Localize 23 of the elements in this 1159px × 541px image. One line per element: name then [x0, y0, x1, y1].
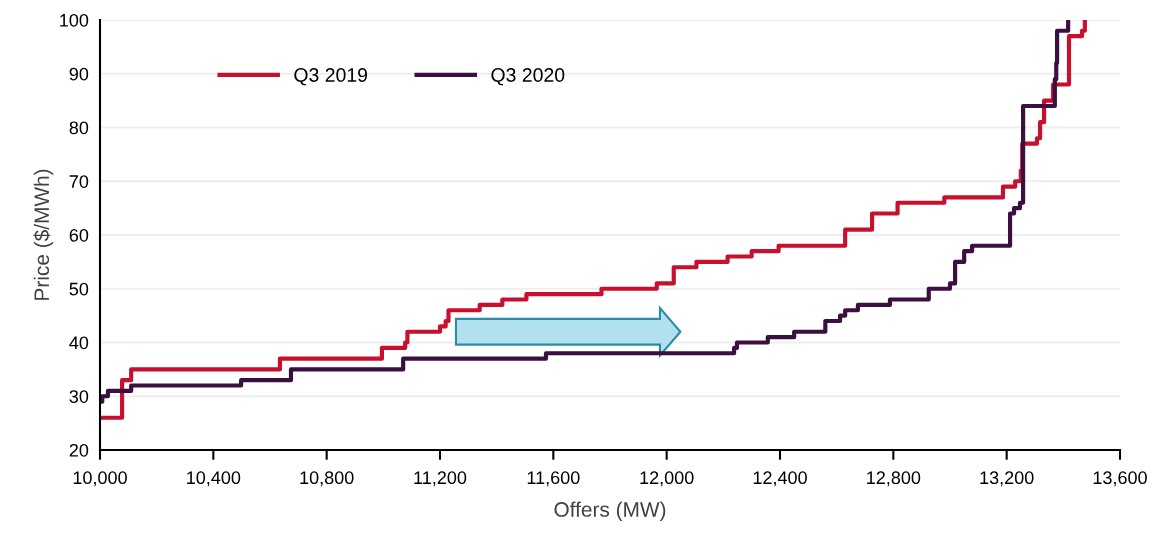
- legend-label: Q3 2020: [491, 68, 565, 86]
- y-tick-label: 80: [69, 121, 89, 135]
- y-tick-label: 20: [69, 443, 89, 457]
- y-tick-label: 60: [69, 228, 89, 242]
- x-tick-label: 12,000: [640, 471, 694, 487]
- x-tick-label: 10,000: [73, 471, 127, 487]
- x-tick-label: 12,400: [753, 471, 807, 487]
- x-tick-label: 11,600: [527, 471, 580, 487]
- y-axis-title: Price ($/MWh): [33, 169, 54, 300]
- y-tick-label: 90: [69, 67, 89, 81]
- x-tick-label: 13,200: [980, 471, 1034, 487]
- x-tick-label: 11,200: [414, 471, 467, 487]
- x-tick-label: 13,600: [1093, 471, 1147, 487]
- y-tick-label: 100: [60, 13, 89, 27]
- x-axis-title: Offers (MW): [554, 501, 666, 521]
- y-tick-label: 30: [69, 390, 89, 403]
- y-tick-label: 40: [69, 336, 89, 350]
- legend-label: Q3 2019: [294, 68, 368, 86]
- y-tick-label: 50: [69, 282, 89, 296]
- x-tick-label: 12,800: [867, 471, 921, 487]
- x-tick-label: 10,400: [187, 471, 241, 487]
- y-tick-label: 70: [69, 175, 89, 188]
- x-tick-label: 10,800: [300, 471, 354, 487]
